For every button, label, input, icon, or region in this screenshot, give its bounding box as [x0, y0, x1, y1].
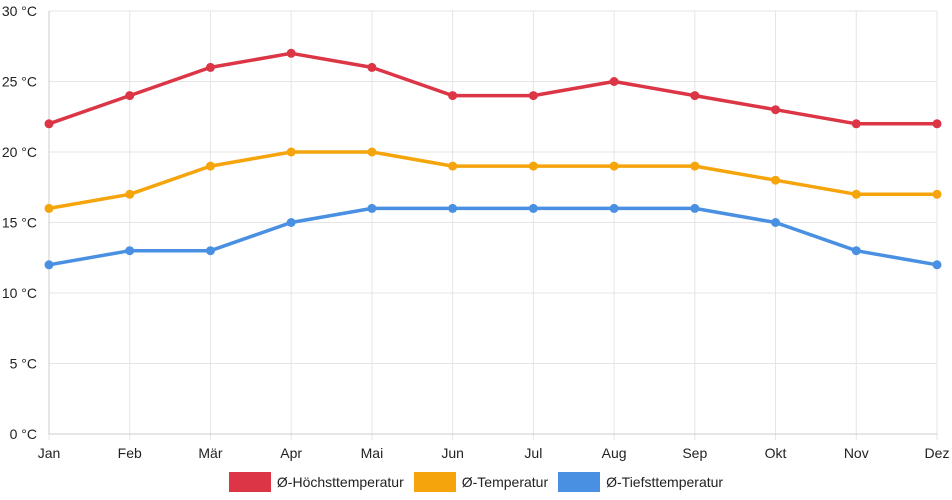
legend-item-avg[interactable]: Ø-Temperatur: [413, 472, 549, 492]
series-0-point: [44, 119, 54, 129]
series-1-point: [205, 161, 215, 171]
series-0-point: [609, 77, 619, 86]
y-tick-label: 5 °C: [10, 356, 37, 372]
legend-swatch-avg: [413, 472, 456, 492]
series-1-point: [528, 161, 538, 171]
legend-label-max: Ø-Höchsttemperatur: [276, 474, 404, 490]
series-line-2: [47, 206, 939, 267]
series-line-0: [47, 51, 939, 126]
series-0-point: [528, 91, 538, 101]
legend-swatch-min: [558, 472, 601, 492]
series-0-point: [932, 119, 942, 129]
series-2-point: [448, 203, 458, 213]
y-tick-label: 25 °C: [2, 74, 37, 90]
series-2-point: [286, 218, 296, 227]
legend-label-min: Ø-Tiefsttemperatur: [606, 474, 724, 490]
series-2-point: [44, 260, 54, 270]
legend-swatch-max: [228, 472, 271, 492]
series-1-point: [851, 189, 861, 199]
y-tick-label: 20 °C: [2, 144, 37, 160]
series-0-point: [125, 91, 135, 101]
legend-item-max[interactable]: Ø-Höchsttemperatur: [228, 472, 404, 492]
series-2-point: [367, 203, 377, 213]
series-1-point: [448, 161, 458, 171]
series-2-point: [932, 260, 942, 270]
x-tick-label: Mai: [361, 445, 384, 461]
y-tick-label: 15 °C: [2, 215, 37, 231]
series-1-point: [932, 189, 942, 199]
series-line-1: [47, 150, 939, 211]
x-tick-label: Nov: [844, 445, 869, 461]
series-2-point: [125, 246, 135, 256]
y-tick-label: 10 °C: [2, 285, 37, 301]
legend-item-min[interactable]: Ø-Tiefsttemperatur: [558, 472, 723, 492]
x-tick-label: Okt: [765, 445, 787, 461]
series-1-point: [771, 175, 781, 185]
x-tick-label: Sep: [682, 445, 707, 461]
series-0-point: [448, 91, 458, 101]
series-2-point: [528, 203, 538, 213]
x-tick-label: Mär: [198, 445, 222, 461]
series-1-point: [286, 147, 296, 157]
x-tick-label: Jan: [38, 445, 61, 461]
legend: Ø-Höchsttemperatur Ø-Temperatur Ø-Tiefst…: [0, 472, 952, 492]
x-tick-label: Feb: [118, 445, 142, 461]
series-0-point: [367, 62, 377, 72]
x-tick-label: Jun: [441, 445, 464, 461]
series-1-point: [367, 147, 377, 157]
series-0-point: [851, 119, 861, 129]
y-tick-label: 0 °C: [10, 426, 37, 442]
series-2-point: [205, 246, 215, 256]
x-tick-label: Jul: [524, 445, 542, 461]
legend-label-avg: Ø-Temperatur: [461, 474, 549, 490]
x-tick-label: Aug: [602, 445, 627, 461]
x-tick-label: Dez: [925, 445, 950, 461]
series-1-point: [44, 203, 54, 213]
series-2-point: [851, 246, 861, 256]
series-2-point: [690, 203, 700, 213]
series-1-point: [125, 189, 135, 199]
series-1-point: [609, 161, 619, 171]
series-2-point: [609, 203, 619, 213]
series-2-point: [771, 218, 781, 227]
series-1-point: [690, 161, 700, 171]
series-0-point: [286, 48, 296, 58]
y-tick-label: 30 °C: [2, 3, 37, 19]
x-tick-label: Apr: [280, 445, 302, 461]
series-0-point: [771, 105, 781, 115]
series-0-point: [205, 62, 215, 72]
series-0-point: [690, 91, 700, 101]
